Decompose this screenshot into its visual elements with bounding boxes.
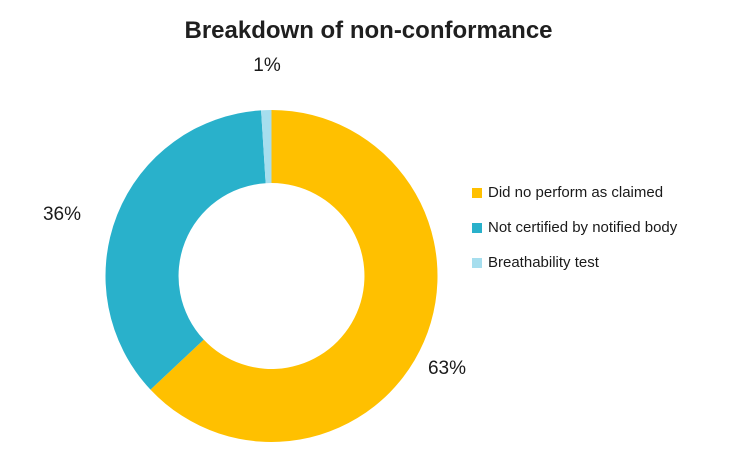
legend-label: Not certified by notified body (488, 219, 678, 236)
legend-label: Breathability test (488, 254, 599, 271)
chart-title: Breakdown of non-conformance (184, 17, 553, 44)
legend-swatch-icon (472, 223, 482, 233)
legend: Did no perform as claimed Not certified … (472, 183, 677, 288)
legend-label: Did no perform as claimed (488, 184, 664, 201)
data-label-36pct: 36% (42, 204, 82, 225)
legend-item-breathability: Breathability test (472, 253, 677, 273)
legend-item-not-certified: Not certified by notified body (472, 218, 677, 238)
legend-swatch-icon (472, 258, 482, 268)
data-label-1pct: 1% (253, 55, 281, 76)
pie-segment-not-certified-by-notified-body (105, 110, 266, 390)
legend-swatch-icon (472, 188, 482, 198)
pie-segment-breathability-test (261, 110, 272, 184)
legend-item-did-no-perform: Did no perform as claimed (472, 183, 677, 203)
pie-segment-did-no-perform-as-claimed (150, 110, 438, 442)
data-label-63pct: 63% (427, 358, 467, 379)
